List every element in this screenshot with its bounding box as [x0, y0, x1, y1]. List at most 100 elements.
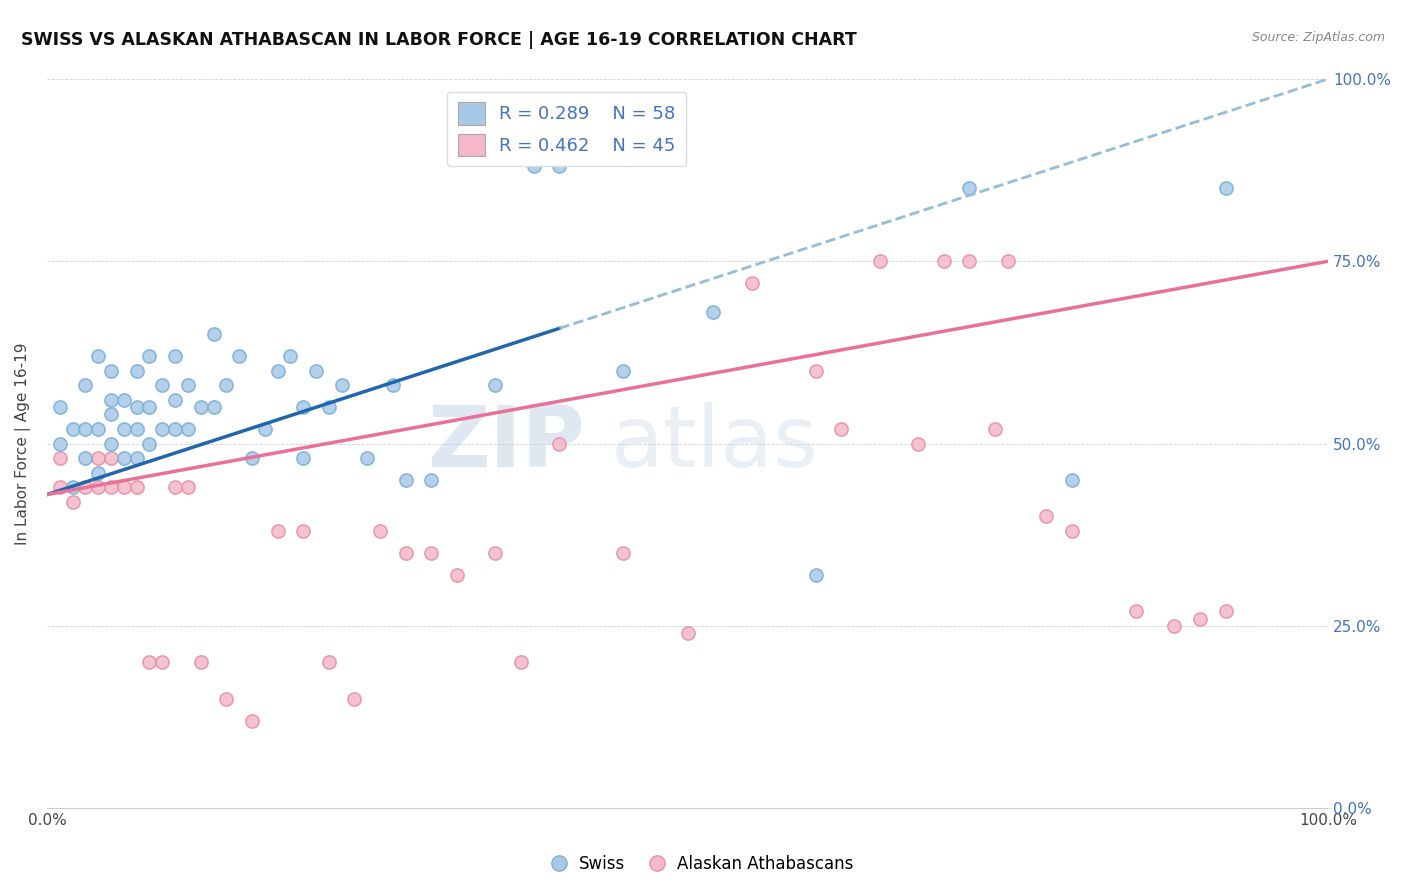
Text: Source: ZipAtlas.com: Source: ZipAtlas.com [1251, 31, 1385, 45]
Point [125, 400, 148, 414]
Point [75, 451, 97, 466]
Point [215, 378, 238, 392]
Point [280, 349, 302, 363]
Point [266, 363, 288, 377]
Point [100, 436, 122, 450]
Point [100, 408, 122, 422]
Point [87, 480, 110, 494]
Point [420, 473, 443, 487]
Point [1060, 524, 1083, 538]
Point [676, 626, 699, 640]
Point [484, 546, 506, 560]
Point [190, 655, 212, 669]
Point [395, 546, 418, 560]
Point [228, 349, 250, 363]
Point [343, 691, 366, 706]
Point [177, 422, 200, 436]
Point [932, 254, 955, 268]
Point [150, 422, 173, 436]
Point [49, 451, 72, 466]
Point [150, 378, 173, 392]
Legend: R = 0.289    N = 58, R = 0.462    N = 45: R = 0.289 N = 58, R = 0.462 N = 45 [447, 92, 686, 167]
Point [523, 160, 546, 174]
Point [165, 349, 187, 363]
Text: SWISS VS ALASKAN ATHABASCAN IN LABOR FORCE | AGE 16-19 CORRELATION CHART: SWISS VS ALASKAN ATHABASCAN IN LABOR FOR… [21, 31, 856, 49]
Point [702, 305, 724, 319]
Point [1215, 181, 1237, 195]
Point [612, 546, 634, 560]
Point [381, 378, 404, 392]
Point [1163, 619, 1185, 633]
Point [1125, 604, 1147, 618]
Point [869, 254, 891, 268]
Point [100, 451, 122, 466]
Point [305, 363, 328, 377]
Point [548, 436, 571, 450]
Point [292, 451, 315, 466]
Point [87, 451, 110, 466]
Point [177, 378, 200, 392]
Point [510, 655, 533, 669]
Point [741, 276, 763, 290]
Point [75, 378, 97, 392]
Point [75, 480, 97, 494]
Point [75, 422, 97, 436]
Point [292, 400, 315, 414]
Point [1035, 509, 1057, 524]
Point [165, 422, 187, 436]
Point [548, 160, 571, 174]
Point [138, 349, 160, 363]
Point [125, 480, 148, 494]
Point [253, 422, 276, 436]
Point [356, 451, 378, 466]
Point [87, 422, 110, 436]
Point [804, 363, 827, 377]
Point [330, 378, 353, 392]
Point [112, 392, 135, 407]
Point [292, 524, 315, 538]
Point [100, 392, 122, 407]
Point [62, 422, 84, 436]
Point [87, 349, 110, 363]
Point [62, 480, 84, 494]
Point [165, 392, 187, 407]
Point [1189, 611, 1212, 625]
Point [177, 480, 200, 494]
Point [112, 480, 135, 494]
Point [112, 451, 135, 466]
Point [138, 400, 160, 414]
Point [420, 546, 443, 560]
Point [165, 480, 187, 494]
Point [830, 422, 852, 436]
Point [62, 495, 84, 509]
Point [318, 400, 340, 414]
Point [138, 655, 160, 669]
Point [984, 422, 1007, 436]
Point [997, 254, 1019, 268]
Point [612, 363, 634, 377]
Point [395, 473, 418, 487]
Point [1060, 473, 1083, 487]
Point [1215, 604, 1237, 618]
Point [150, 655, 173, 669]
Point [125, 422, 148, 436]
Point [125, 451, 148, 466]
Point [138, 436, 160, 450]
Point [49, 480, 72, 494]
Point [446, 567, 468, 582]
Point [240, 714, 263, 728]
Text: atlas: atlas [610, 402, 818, 485]
Point [215, 691, 238, 706]
Point [100, 480, 122, 494]
Point [112, 422, 135, 436]
Point [49, 400, 72, 414]
Point [957, 254, 980, 268]
Point [240, 451, 263, 466]
Y-axis label: In Labor Force | Age 16-19: In Labor Force | Age 16-19 [15, 343, 31, 545]
Point [202, 400, 225, 414]
Point [202, 327, 225, 342]
Text: ZIP: ZIP [427, 402, 585, 485]
Point [87, 466, 110, 480]
Point [100, 363, 122, 377]
Point [49, 436, 72, 450]
